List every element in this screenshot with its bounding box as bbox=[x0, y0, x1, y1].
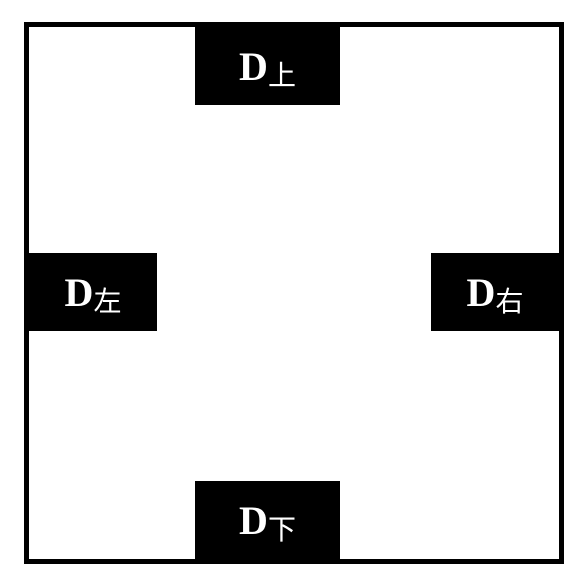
box-top-main: D bbox=[239, 43, 268, 90]
box-left-main: D bbox=[65, 269, 94, 316]
box-left-sub: 左 bbox=[93, 280, 121, 320]
box-bottom-main: D bbox=[239, 497, 268, 544]
box-bottom-sub: 下 bbox=[268, 508, 296, 548]
box-top: D上 bbox=[195, 27, 340, 105]
box-right-main: D bbox=[467, 269, 496, 316]
box-bottom: D下 bbox=[195, 481, 340, 559]
box-right: D右 bbox=[431, 253, 559, 331]
box-left: D左 bbox=[29, 253, 157, 331]
box-right-sub: 右 bbox=[495, 280, 523, 320]
box-top-sub: 上 bbox=[268, 54, 296, 94]
